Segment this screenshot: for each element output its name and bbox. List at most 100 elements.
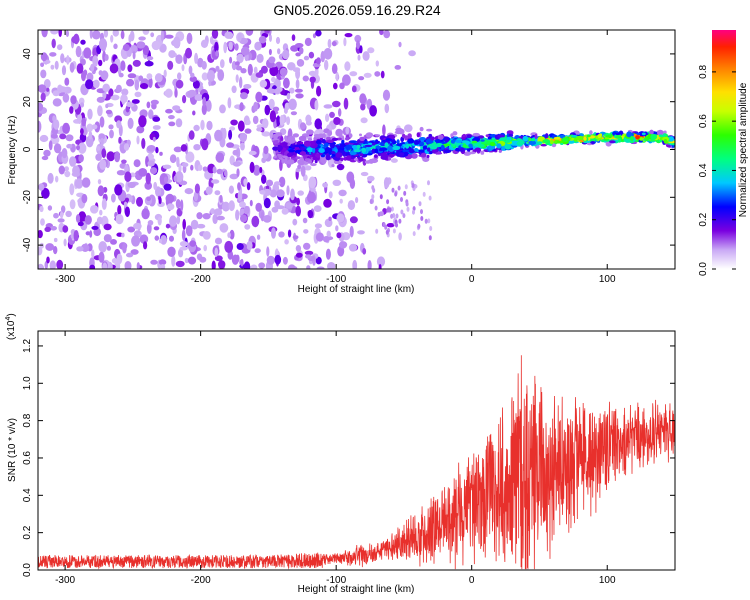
heatmap-cell bbox=[137, 233, 141, 238]
heatmap-cell bbox=[259, 166, 263, 174]
heatmap-cell bbox=[261, 131, 271, 137]
heatmap-cell bbox=[179, 241, 188, 247]
heatmap-cell bbox=[122, 43, 130, 52]
heatmap-cell bbox=[274, 181, 281, 186]
heatmap-cell bbox=[408, 50, 416, 57]
heatmap-cell bbox=[369, 105, 377, 117]
heatmap-cell bbox=[266, 88, 276, 94]
heatmap-cell bbox=[504, 139, 511, 143]
heatmap-y-tick-label: 20 bbox=[22, 96, 33, 108]
heatmap-cell bbox=[138, 75, 144, 82]
heatmap-cell bbox=[536, 141, 543, 145]
heatmap-cell bbox=[419, 126, 424, 132]
heatmap-cell bbox=[53, 143, 62, 154]
heatmap-cell bbox=[99, 116, 105, 128]
heatmap-cell bbox=[419, 141, 425, 147]
heatmap-cell bbox=[328, 191, 333, 199]
heatmap-cell bbox=[335, 152, 343, 158]
heatmap-cell bbox=[568, 140, 575, 144]
heatmap-cell bbox=[335, 225, 339, 232]
heatmap-cell bbox=[583, 136, 587, 141]
heatmap-cell bbox=[101, 148, 107, 159]
heatmap-cell bbox=[272, 133, 279, 139]
heatmap-cell bbox=[239, 102, 244, 112]
heatmap-cell bbox=[212, 213, 218, 225]
heatmap-cell bbox=[305, 254, 312, 259]
heatmap-cell bbox=[110, 94, 120, 101]
heatmap-cell bbox=[316, 85, 322, 97]
heatmap-cell bbox=[208, 80, 212, 87]
heatmap-cell bbox=[280, 136, 284, 143]
heatmap-cell bbox=[382, 124, 386, 136]
heatmap-cell bbox=[380, 142, 385, 146]
heatmap-cell bbox=[201, 72, 209, 81]
snr-y-tick-label: 0.0 bbox=[22, 563, 33, 577]
heatmap-cell bbox=[530, 138, 536, 142]
heatmap-cell bbox=[312, 147, 316, 154]
heatmap-x-label: Height of straight line (km) bbox=[298, 284, 415, 295]
heatmap-cell bbox=[354, 34, 362, 43]
heatmap-cell bbox=[349, 225, 354, 238]
heatmap-cell bbox=[87, 108, 93, 120]
heatmap-cell bbox=[269, 110, 276, 123]
heatmap-cell bbox=[406, 206, 410, 212]
heatmap-cell bbox=[306, 265, 311, 269]
colorbar-tick-label: 0.8 bbox=[698, 64, 709, 78]
heatmap-cell bbox=[151, 40, 161, 51]
heatmap-cell bbox=[278, 176, 286, 188]
heatmap-cell bbox=[200, 119, 205, 131]
heatmap-cell bbox=[339, 133, 343, 139]
heatmap-cell bbox=[636, 132, 641, 135]
heatmap-cell bbox=[121, 159, 127, 164]
heatmap-cell bbox=[40, 92, 46, 102]
heatmap-cell bbox=[49, 52, 57, 57]
heatmap-cell bbox=[388, 156, 392, 161]
heatmap-cell bbox=[152, 136, 156, 142]
heatmap-cell bbox=[407, 133, 412, 139]
heatmap-cell bbox=[52, 90, 60, 97]
heatmap-cell bbox=[159, 43, 167, 53]
heatmap-cell bbox=[56, 259, 64, 269]
heatmap-cell bbox=[173, 36, 181, 49]
heatmap-cell bbox=[175, 199, 181, 209]
heatmap-cell bbox=[252, 115, 259, 125]
heatmap-cell bbox=[589, 130, 593, 135]
heatmap-cell bbox=[283, 77, 290, 89]
heatmap-cell bbox=[80, 128, 84, 135]
heatmap-cell bbox=[214, 255, 223, 262]
heatmap-cell bbox=[307, 137, 313, 141]
heatmap-cell bbox=[50, 64, 55, 70]
heatmap-cell bbox=[477, 143, 485, 148]
heatmap-cell bbox=[83, 47, 92, 59]
heatmap-cell bbox=[375, 134, 381, 137]
heatmap-cell bbox=[297, 190, 305, 196]
heatmap-cell bbox=[104, 54, 109, 61]
heatmap-cell bbox=[144, 181, 152, 190]
heatmap-cell bbox=[102, 83, 110, 93]
heatmap-cell bbox=[91, 249, 95, 258]
heatmap-cell bbox=[626, 131, 632, 138]
heatmap-cell bbox=[427, 180, 430, 186]
heatmap-cell bbox=[169, 235, 174, 242]
heatmap-cell bbox=[219, 223, 229, 233]
heatmap-cell bbox=[118, 72, 124, 78]
heatmap-cell bbox=[331, 151, 336, 155]
snr-y-tick-label: 1.2 bbox=[22, 339, 33, 353]
heatmap-cell bbox=[224, 240, 234, 253]
heatmap-cell bbox=[158, 259, 167, 266]
heatmap-cell bbox=[462, 144, 468, 148]
heatmap-cell bbox=[417, 223, 421, 229]
heatmap-cell bbox=[254, 248, 261, 254]
heatmap-cell bbox=[200, 39, 209, 48]
heatmap-cell bbox=[96, 96, 105, 103]
heatmap-cell bbox=[116, 170, 126, 176]
heatmap-cell bbox=[165, 193, 175, 204]
heatmap-cell bbox=[254, 41, 262, 51]
heatmap-cell bbox=[120, 30, 125, 40]
heatmap-cell bbox=[663, 130, 667, 134]
heatmap-cell bbox=[235, 65, 242, 71]
heatmap-cell bbox=[540, 143, 547, 147]
heatmap-cell bbox=[46, 87, 50, 92]
heatmap-cell bbox=[295, 245, 302, 252]
